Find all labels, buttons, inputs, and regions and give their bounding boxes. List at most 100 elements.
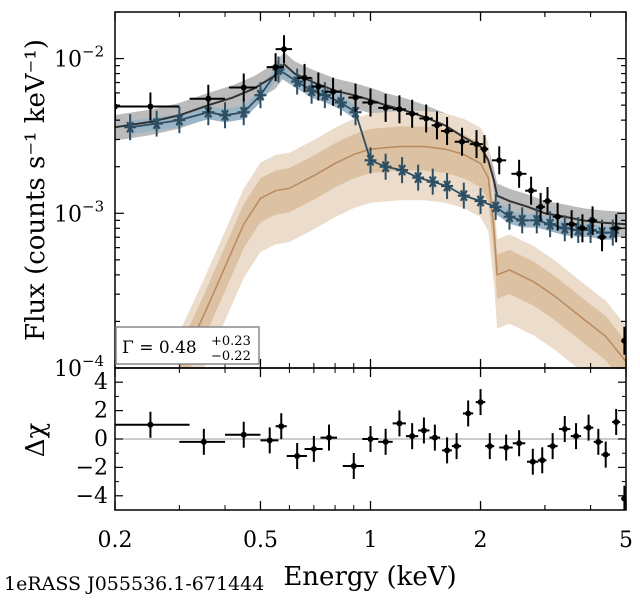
background-marker — [398, 164, 407, 176]
background-points — [124, 56, 619, 246]
residual-point — [583, 414, 594, 441]
background-marker — [351, 106, 360, 118]
source-point — [536, 192, 545, 221]
background-point — [457, 182, 470, 209]
background-point — [516, 207, 529, 234]
residual-marker — [573, 433, 580, 440]
source-marker — [528, 187, 535, 194]
residual-marker — [621, 495, 626, 502]
background-marker — [476, 195, 485, 207]
residual-marker — [602, 451, 609, 458]
residual-marker — [561, 426, 568, 433]
background-point — [412, 164, 425, 191]
source-marker — [589, 217, 596, 224]
residual-point — [115, 411, 190, 438]
source-point — [566, 210, 577, 239]
source-marker — [516, 170, 523, 177]
residual-marker — [453, 443, 460, 450]
source-point — [587, 206, 598, 235]
source-point — [492, 146, 507, 175]
source-point — [611, 214, 622, 243]
source-point — [362, 88, 379, 117]
y-axis-label-bottom: Δχ — [21, 422, 51, 457]
residual-point — [429, 424, 441, 451]
background-marker — [239, 106, 248, 118]
background-point — [474, 188, 487, 215]
source-point — [543, 187, 552, 216]
residual-point — [559, 416, 571, 443]
residual-point — [537, 447, 547, 474]
residual-marker — [595, 438, 602, 445]
source-point — [348, 83, 363, 112]
residual-marker — [326, 434, 333, 441]
residual-marker — [350, 462, 357, 469]
background-band — [130, 63, 613, 240]
residual-marker — [367, 436, 374, 442]
background-point — [426, 168, 439, 195]
background-marker — [221, 109, 229, 122]
source-marker — [621, 337, 626, 344]
residual-marker — [420, 427, 427, 434]
residual-point — [342, 452, 365, 479]
residual-point — [512, 430, 526, 457]
residual-point — [225, 421, 261, 448]
background-point — [364, 147, 377, 174]
residual-point — [451, 433, 462, 460]
residual-marker — [477, 399, 484, 406]
residual-point — [462, 400, 474, 427]
residual-point — [547, 433, 558, 460]
y-tick-label-bottom: −4 — [76, 484, 108, 509]
residual-point — [378, 428, 393, 455]
background-marker — [443, 180, 452, 192]
source-marker — [330, 88, 337, 95]
background-marker — [459, 189, 468, 202]
source-point — [431, 111, 443, 140]
residual-marker — [585, 424, 592, 431]
background-marker — [414, 171, 423, 184]
residual-point — [260, 427, 279, 454]
residual-point — [601, 441, 610, 468]
background-point — [441, 173, 454, 200]
source-marker — [481, 146, 488, 153]
background-point — [489, 193, 502, 220]
background-point — [503, 203, 516, 230]
source-point — [405, 99, 419, 128]
source-point — [552, 202, 563, 231]
residual-marker — [382, 438, 389, 445]
y-tick-label-bottom: −2 — [76, 455, 108, 480]
source-marker — [613, 225, 620, 232]
background-point — [219, 102, 232, 129]
x-axis-label: Energy (keV) — [283, 562, 456, 592]
residual-point — [405, 423, 419, 450]
residual-point — [286, 443, 307, 470]
source-marker — [396, 106, 403, 113]
gamma-text: Γ = 0.48 — [122, 338, 197, 358]
residual-point — [320, 424, 338, 451]
source-marker — [544, 198, 551, 205]
source-point — [441, 117, 453, 146]
background-marker — [152, 117, 161, 130]
source-marker — [147, 103, 154, 110]
source-point — [597, 223, 607, 252]
source-marker — [301, 74, 308, 81]
residual-point — [442, 437, 452, 464]
source-marker — [459, 138, 466, 145]
residual-point — [418, 417, 430, 444]
source-marker — [433, 122, 440, 129]
source-marker — [496, 157, 503, 164]
y-tick-label-top: 10−3 — [54, 197, 104, 227]
gamma-sup: +0.23 — [211, 334, 251, 349]
x-tick-label: 0.2 — [98, 528, 133, 553]
residual-point — [392, 410, 406, 437]
source-point — [621, 326, 626, 355]
background-marker — [518, 214, 527, 227]
background-marker — [428, 175, 437, 188]
residual-marker — [444, 447, 451, 454]
source-point — [480, 135, 489, 164]
x-tick-label: 2 — [474, 528, 488, 553]
background-marker — [256, 89, 265, 101]
background-marker — [491, 201, 500, 213]
background-marker — [175, 114, 184, 126]
background-marker — [532, 214, 541, 227]
